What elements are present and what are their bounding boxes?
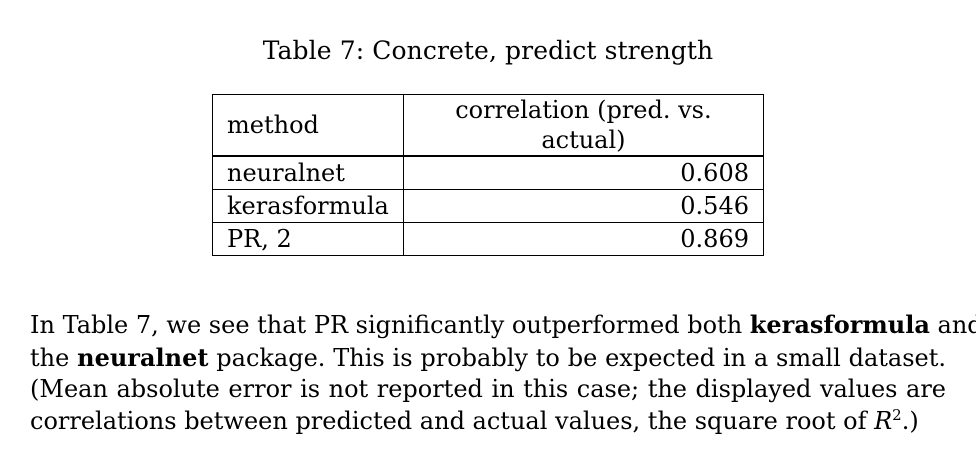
text-segment: correlations between predicted and actua… [30, 406, 875, 435]
row-method-neuralnet: neuralnet [212, 155, 404, 190]
paragraph-line-1: In Table 7, we see that PR significantly… [30, 309, 976, 342]
text-segment: package. This is probably to be expected… [208, 343, 946, 372]
neuralnet-term: neuralnet [77, 342, 209, 372]
paragraph-line-2: the neuralnet package. This is probably … [30, 342, 946, 375]
row-method-pr2: PR, 2 [212, 222, 404, 256]
table-row: PR, 2 0.869 [212, 222, 765, 256]
column-header-method: method [212, 94, 404, 157]
row-value-pr2: 0.869 [402, 222, 765, 256]
body-paragraph: In Table 7, we see that PR significantly… [30, 309, 976, 438]
row-value-neuralnet: 0.608 [402, 155, 765, 190]
paragraph-line-4: correlations between predicted and actua… [30, 406, 946, 438]
text-segment: and [937, 311, 976, 339]
table-header-row: method correlation (pred. vs. actual) [212, 94, 765, 157]
text-segment: .) [901, 406, 919, 435]
table-caption: Table 7: Concrete, predict strength [262, 36, 714, 65]
row-value-kerasformula: 0.546 [402, 189, 765, 223]
r-symbol: R [874, 406, 893, 435]
table-row: neuralnet 0.608 [212, 155, 765, 190]
paragraph-line-3: (Mean absolute error is not reported in … [30, 375, 946, 403]
column-header-correlation: correlation (pred. vs. actual) [402, 94, 765, 157]
text-segment: the [30, 343, 78, 372]
table-row: kerasformula 0.546 [212, 189, 765, 223]
text-segment: In Table 7, we see that PR significantly… [30, 311, 750, 339]
results-table: method correlation (pred. vs. actual) ne… [212, 94, 765, 256]
row-method-kerasformula: kerasformula [212, 189, 404, 223]
r-exponent: 2 [892, 405, 902, 424]
kerasformula-term: kerasformula [749, 310, 930, 339]
